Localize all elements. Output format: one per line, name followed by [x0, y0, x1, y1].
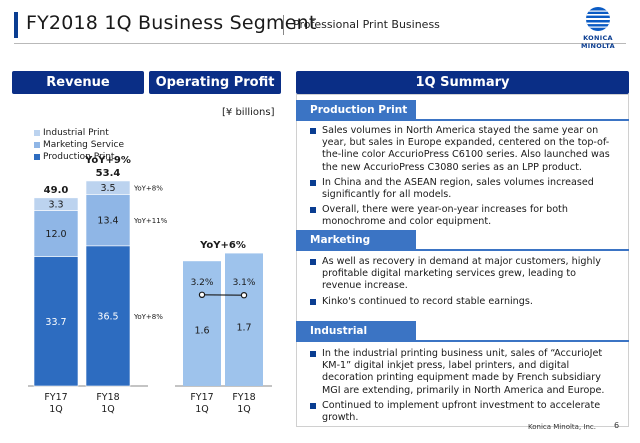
bar-value-label: 13.4 [97, 216, 118, 227]
production-bullets: Sales volumes in North America stayed th… [310, 125, 618, 232]
legend-label-production: Production Print [43, 152, 115, 162]
title-accent-bar [14, 12, 18, 38]
slide-subtitle: Professional Print Business [293, 18, 440, 31]
company-logo: KONICA MINOLTA [566, 5, 630, 50]
slide-title: FY2018 1Q Business Segment [26, 12, 317, 34]
bullet-square-icon [310, 402, 316, 409]
production-section-rule [296, 119, 629, 121]
bullet-text: In the industrial printing business unit… [322, 348, 605, 396]
segment-yoy-label: YoY+11% [133, 217, 168, 225]
title-separator [283, 15, 284, 35]
legend-label-industrial: Industrial Print [43, 128, 109, 138]
margin-label: 3.1% [233, 278, 256, 288]
industrial-bullets: In the industrial printing business unit… [310, 348, 618, 427]
bullet-text: As well as recovery in demand at major c… [322, 256, 601, 292]
x-tick-label: FY18 [96, 392, 119, 403]
op-yoy-label: YoY+6% [199, 240, 246, 251]
bar-value-label: 12.0 [45, 229, 66, 240]
total-yoy-label: YoY+9% [84, 155, 131, 166]
x-tick-label: 1Q [195, 404, 209, 415]
bullet-text: Kinko's continued to record stable earni… [322, 295, 533, 307]
page-number: 6 [614, 421, 620, 430]
bullet-square-icon [310, 128, 316, 134]
globe-logo-icon [586, 7, 610, 31]
bullet-text: Sales volumes in North America stayed th… [322, 125, 610, 173]
bar-op-profit-1 [225, 253, 263, 386]
bar-op-profit-0 [183, 261, 221, 386]
bullet-text: In China and the ASEAN region, sales vol… [322, 176, 594, 201]
marketing-bullets: As well as recovery in demand at major c… [310, 256, 618, 311]
bar-marketing-1 [85, 194, 131, 247]
segment-yoy-label: YoY+8% [133, 313, 163, 321]
list-item: Overall, there were year-on-year increas… [310, 204, 618, 228]
bullet-square-icon [310, 259, 316, 265]
bar-total-label: 53.4 [96, 168, 121, 179]
bullet-square-icon [310, 298, 316, 305]
footer-company: Konica Minolta, Inc. [528, 423, 596, 431]
legend-item-production: Production Print [34, 151, 124, 163]
list-item: In China and the ASEAN region, sales vol… [310, 177, 618, 201]
header-rule [14, 43, 626, 44]
industrial-section-rule [296, 340, 629, 342]
x-tick-label: FY18 [232, 392, 255, 403]
margin-point [198, 291, 206, 298]
unit-label: [¥ billions] [222, 107, 275, 118]
list-item: Sales volumes in North America stayed th… [310, 125, 618, 174]
list-item: In the industrial printing business unit… [310, 348, 618, 397]
bar-production-1 [85, 245, 131, 387]
industrial-section-title: Industrial Printing [296, 321, 416, 357]
legend-swatch-marketing [34, 142, 40, 148]
bullet-square-icon [310, 207, 316, 214]
bar-value-label: 36.5 [97, 311, 118, 322]
bullet-text: Overall, there were year-on-year increas… [322, 204, 568, 228]
revenue-pill: Revenue [12, 71, 144, 94]
list-item: As well as recovery in demand at major c… [310, 256, 618, 293]
bar-total-label: 49.0 [44, 185, 69, 196]
bar-production-0 [33, 256, 79, 387]
segment-yoy-label: YoY+8% [133, 185, 163, 193]
x-tick-label: 1Q [49, 404, 63, 415]
legend-item-marketing: Marketing Service [34, 139, 124, 151]
marketing-section-rule [296, 249, 629, 251]
margin-label: 3.2% [191, 278, 214, 288]
marketing-section-title: Marketing Services [296, 230, 416, 266]
bar-marketing-0 [33, 210, 79, 257]
legend-label-marketing: Marketing Service [43, 140, 124, 150]
x-tick-label: 1Q [101, 404, 115, 415]
bar-industrial-1 [85, 180, 131, 195]
summary-pill: 1Q Summary [296, 71, 629, 94]
legend-swatch-production [34, 154, 40, 160]
bullet-text: Continued to implement upfront investmen… [322, 399, 601, 424]
revenue-legend: Industrial Print Marketing Service Produ… [34, 127, 124, 163]
operating-profit-pill: Operating Profit [149, 71, 281, 94]
x-tick-label: FY17 [44, 392, 67, 403]
legend-item-industrial: Industrial Print [34, 127, 124, 139]
x-tick-label: FY17 [190, 392, 213, 403]
slide-header: FY2018 1Q Business Segment Professional … [0, 0, 640, 56]
list-item: Kinko's continued to record stable earni… [310, 296, 618, 308]
logo-wordmark: KONICA MINOLTA [581, 34, 615, 50]
production-section-title: Production Print [296, 100, 416, 120]
bullet-square-icon [310, 351, 316, 357]
bar-value-label: 3.3 [48, 200, 63, 211]
bar-value-label: 1.6 [194, 326, 209, 337]
bar-value-label: 33.7 [45, 317, 66, 328]
bar-value-label: 3.5 [100, 183, 115, 194]
bar-value-label: 1.7 [236, 322, 251, 333]
bullet-square-icon [310, 179, 316, 186]
list-item: Continued to implement upfront investmen… [310, 400, 618, 424]
bar-industrial-0 [33, 197, 79, 211]
margin-point [240, 292, 248, 299]
x-tick-label: 1Q [237, 404, 251, 415]
legend-swatch-industrial [34, 130, 40, 136]
summary-panel [296, 94, 629, 427]
